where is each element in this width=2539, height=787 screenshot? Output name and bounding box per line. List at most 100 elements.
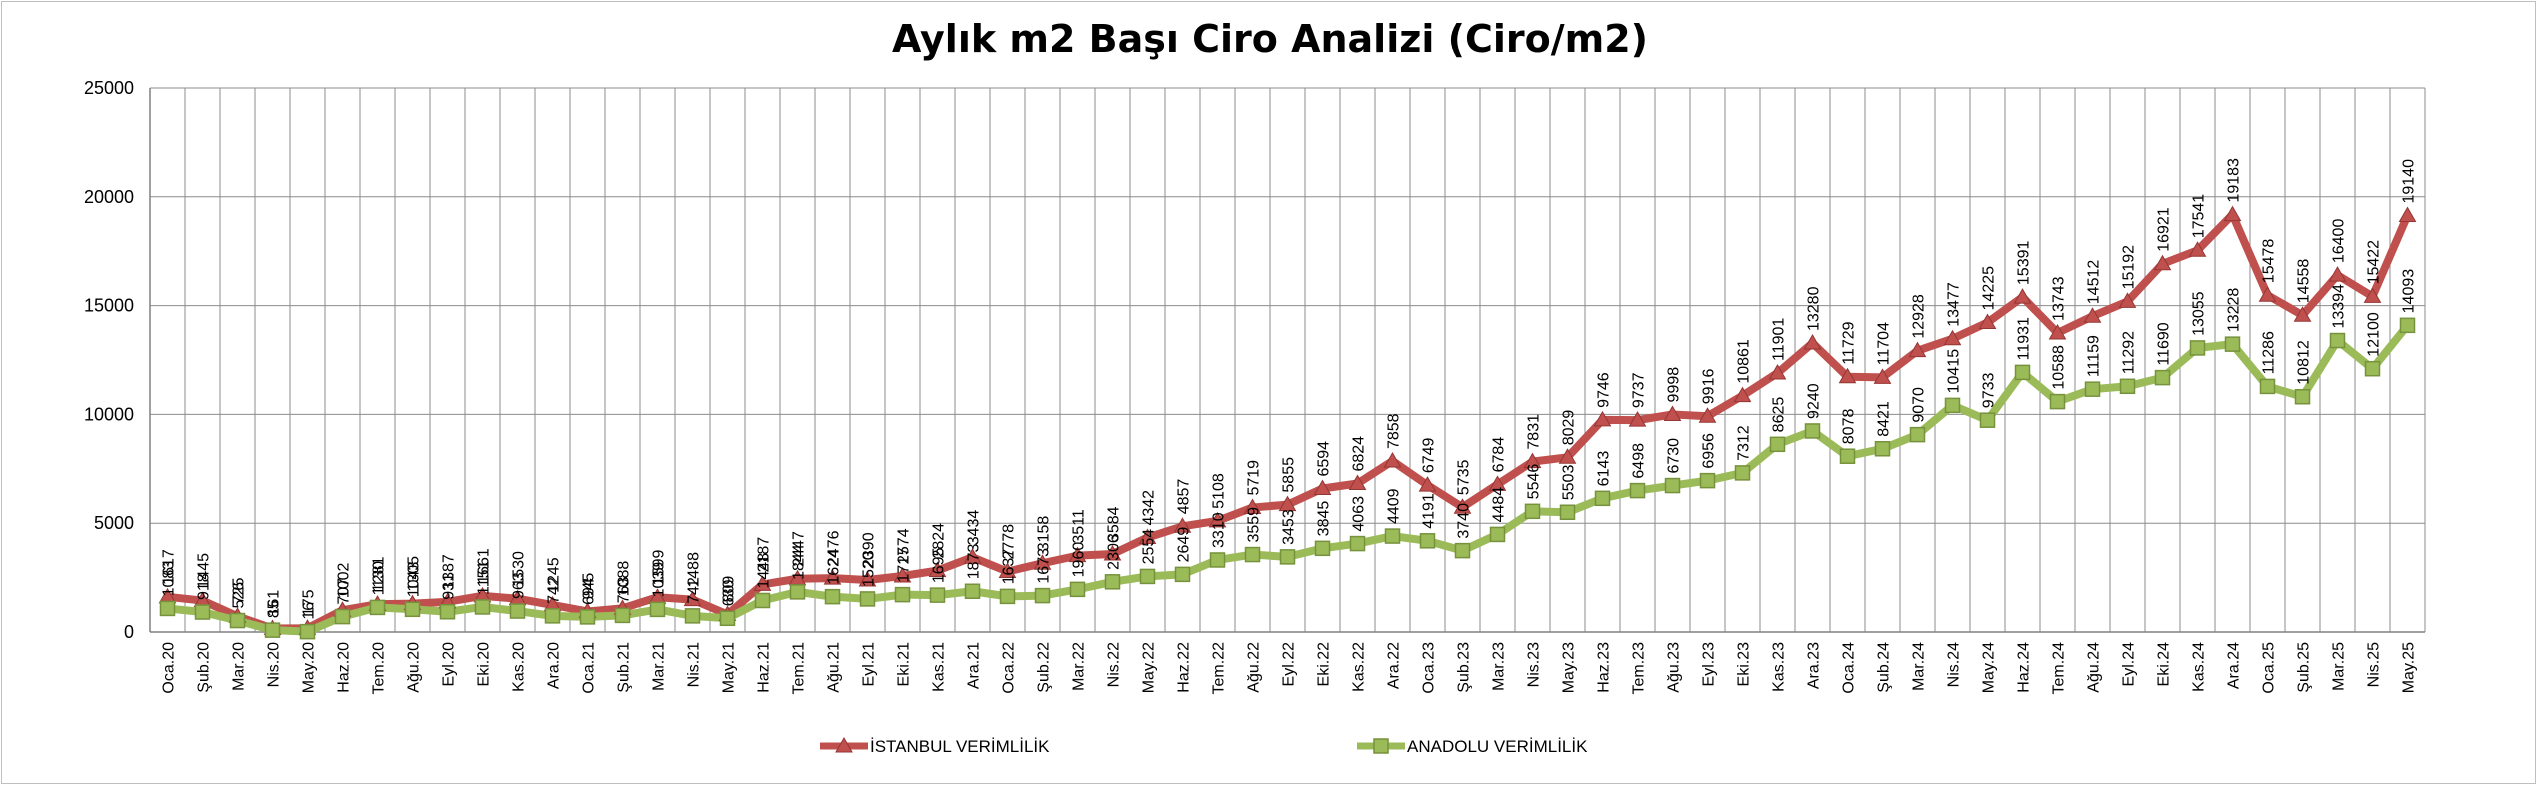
anadolu-data-label: 9240 (1806, 383, 1823, 419)
anadolu-point-marker (1419, 533, 1436, 549)
anadolu-data-label: 1043 (406, 562, 423, 598)
anadolu-point-marker (649, 601, 666, 618)
x-tick-label: Haz.20 (336, 642, 353, 693)
istanbul-data-label: 11704 (1876, 322, 1893, 365)
istanbul-point-marker (2293, 306, 2312, 322)
anadolu-point-marker (579, 609, 596, 625)
anadolu-data-label: 6143 (1596, 451, 1613, 487)
x-tick-label: Tem.24 (2051, 642, 2068, 695)
istanbul-data-label: 5735 (1456, 460, 1473, 496)
x-tick-label: Ara.22 (1386, 642, 1403, 689)
x-tick-label: Şub.24 (1876, 642, 1893, 693)
anadolu-data-label: 1448 (756, 553, 773, 589)
anadolu-data-label: 1960 (1071, 542, 1088, 578)
anadolu-point-marker (2084, 381, 2101, 397)
anadolu-data-label: 963 (511, 572, 528, 599)
y-tick-label: 15000 (84, 296, 134, 316)
x-tick-label: Ağu.20 (406, 642, 423, 693)
istanbul-data-label: 8029 (1561, 410, 1578, 446)
anadolu-data-label: 1039 (651, 562, 668, 598)
istanbul-point-marker (2328, 266, 2347, 282)
x-tick-label: Mar.22 (1071, 642, 1088, 691)
istanbul-point-marker (2398, 206, 2417, 223)
anadolu-point-marker (1594, 490, 1611, 507)
istanbul-data-label: 12928 (1911, 294, 1928, 339)
istanbul-data-label: 3584 (1106, 506, 1123, 542)
series-layer (158, 205, 2417, 640)
istanbul-point-marker (1453, 498, 1472, 514)
istanbul-data-label: 11901 (1771, 318, 1788, 361)
x-tick-label: Eki.22 (1316, 642, 1333, 687)
anadolu-point-marker (929, 587, 946, 603)
x-tick-label: Kas.20 (511, 642, 528, 692)
anadolu-point-marker (334, 608, 351, 625)
anadolu-point-marker (789, 584, 806, 600)
anadolu-data-label: 8421 (1876, 401, 1893, 437)
anadolu-data-label: 2554 (1141, 529, 1158, 565)
anadolu-data-label: 1637 (1001, 549, 1018, 585)
anadolu-point-marker (369, 599, 386, 616)
anadolu-point-marker (1279, 549, 1296, 565)
anadolu-data-label: 630 (721, 579, 738, 606)
y-tick-label: 10000 (84, 404, 134, 424)
x-tick-label: May.20 (301, 642, 318, 693)
anadolu-point-marker (2154, 369, 2171, 386)
x-tick-label: Eki.20 (476, 642, 493, 687)
x-tick-label: Ağu.23 (1666, 642, 1683, 693)
anadolu-data-label: 13055 (2191, 291, 2208, 336)
anadolu-data-label: 12100 (2366, 312, 2383, 357)
x-tick-label: Oca.20 (161, 642, 178, 694)
anadolu-data-label: 13228 (2226, 288, 2243, 333)
istanbul-point-marker (1278, 495, 1297, 512)
istanbul-data-label: 15422 (2366, 240, 2383, 285)
legend: İSTANBUL VERİMLİLİK ANADOLU VERİMLİLİK (820, 736, 1588, 756)
istanbul-data-label: 15478 (2261, 239, 2278, 284)
anadolu-point-marker (824, 588, 841, 605)
anadolu-data-label: 707 (336, 578, 353, 605)
x-tick-label: Oca.21 (581, 642, 598, 694)
x-tick-label: Şub.22 (1036, 642, 1053, 693)
anadolu-point-marker (264, 622, 281, 638)
istanbul-point-marker (1383, 452, 1402, 468)
anadolu-point-marker (1804, 423, 1821, 439)
anadolu-point-marker (684, 608, 701, 624)
istanbul-data-label: 2447 (791, 531, 808, 567)
anadolu-point-marker (2189, 340, 2206, 356)
istanbul-point-marker (1838, 367, 1857, 384)
x-tick-label: Eki.21 (896, 642, 913, 687)
legend-item-istanbul: İSTANBUL VERİMLİLİK (820, 736, 1050, 756)
istanbul-data-label: 19183 (2226, 158, 2243, 203)
x-tick-label: Haz.24 (2016, 642, 2033, 693)
anadolu-point-marker (1909, 426, 1926, 443)
anadolu-point-marker (299, 623, 316, 640)
anadolu-data-label: 3559 (1246, 507, 1263, 543)
istanbul-data-label: 2187 (756, 537, 773, 573)
istanbul-data-label: 2824 (931, 523, 948, 559)
istanbul-data-label: 3511 (1071, 509, 1088, 544)
anadolu-data-label: 918 (196, 573, 213, 600)
x-tick-label: Kas.24 (2191, 642, 2208, 692)
istanbul-point-marker (1033, 554, 1052, 570)
anadolu-point-marker (1104, 574, 1121, 590)
x-tick-label: May.22 (1141, 642, 1158, 693)
istanbul-point-marker (893, 566, 912, 583)
x-tick-label: May.24 (1981, 642, 1998, 693)
istanbul-point-marker (1488, 475, 1507, 491)
anadolu-data-label: 10415 (1946, 349, 1963, 394)
istanbul-data-label: 11729 (1841, 321, 1858, 364)
istanbul-point-marker (823, 569, 842, 585)
anadolu-point-marker (404, 601, 421, 618)
istanbul-point-marker (1418, 476, 1437, 492)
x-tick-label: Oca.25 (2261, 642, 2278, 694)
x-tick-label: Ağu.21 (826, 642, 843, 693)
istanbul-data-label: 1488 (686, 552, 703, 588)
anadolu-point-marker (1629, 482, 1646, 499)
x-tick-label: Şub.23 (1456, 642, 1473, 693)
anadolu-data-label: 9733 (1981, 373, 1998, 409)
anadolu-data-label: 1151 (476, 560, 493, 595)
istanbul-point-marker (1873, 368, 1892, 384)
istanbul-data-label: 1088 (616, 561, 633, 597)
istanbul-data-label: 5108 (1211, 473, 1228, 509)
istanbul-data-label: 2778 (1001, 524, 1018, 560)
